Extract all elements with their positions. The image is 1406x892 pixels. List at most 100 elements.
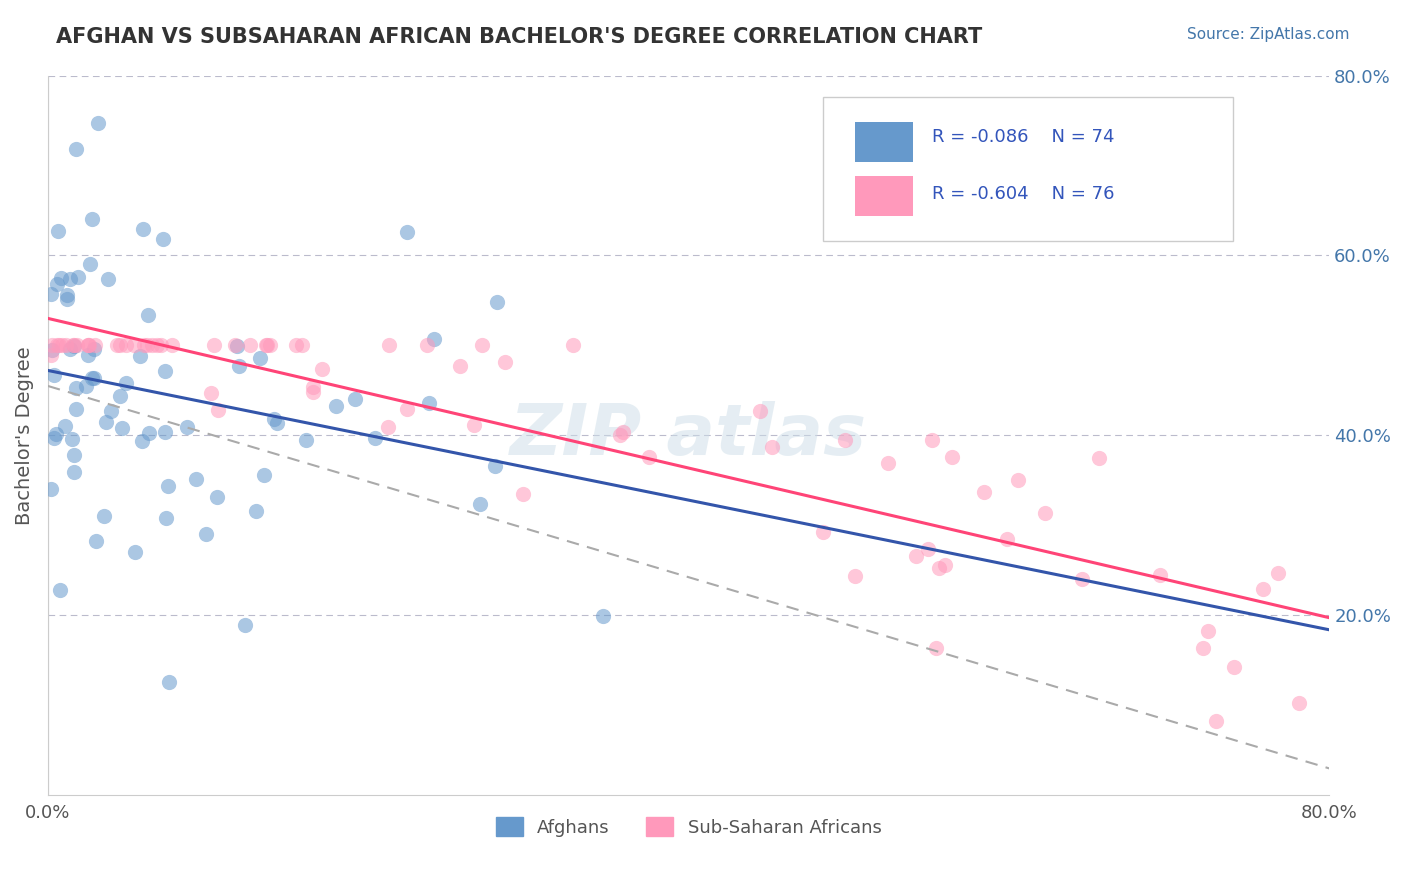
Afghans [65, 142, 87, 156]
Sub-Saharan Africans [149, 338, 172, 352]
Sub-Saharan Africans [934, 558, 956, 573]
Afghans [63, 448, 86, 462]
Afghans [155, 511, 177, 525]
Sub-Saharan Africans [302, 385, 325, 400]
Sub-Saharan Africans [162, 338, 184, 352]
FancyBboxPatch shape [855, 177, 912, 216]
Afghans [253, 467, 276, 482]
Sub-Saharan Africans [76, 338, 98, 352]
Afghans [45, 277, 67, 291]
Sub-Saharan Africans [238, 338, 260, 352]
Afghans [42, 368, 65, 383]
Sub-Saharan Africans [609, 427, 631, 442]
Sub-Saharan Africans [200, 386, 222, 401]
Afghans [96, 415, 118, 429]
Sub-Saharan Africans [941, 450, 963, 464]
Afghans [97, 272, 120, 286]
Afghans [65, 402, 87, 417]
Sub-Saharan Africans [749, 404, 772, 418]
Afghans [79, 257, 101, 271]
Sub-Saharan Africans [105, 338, 128, 352]
Afghans [176, 420, 198, 434]
Sub-Saharan Africans [136, 338, 159, 352]
Afghans [39, 286, 62, 301]
Afghans [153, 425, 176, 439]
Afghans [63, 465, 86, 479]
Sub-Saharan Africans [141, 338, 163, 352]
Sub-Saharan Africans [834, 433, 856, 447]
Afghans [41, 343, 63, 357]
Afghans [484, 459, 506, 474]
Afghans [194, 527, 217, 541]
Sub-Saharan Africans [1007, 473, 1029, 487]
Afghans [82, 371, 104, 385]
Afghans [136, 308, 159, 322]
Afghans [205, 490, 228, 504]
Sub-Saharan Africans [224, 338, 246, 352]
Sub-Saharan Africans [254, 338, 277, 352]
Sub-Saharan Africans [62, 338, 84, 352]
Sub-Saharan Africans [928, 560, 950, 574]
Sub-Saharan Africans [1267, 566, 1289, 580]
Sub-Saharan Africans [259, 338, 281, 352]
Afghans [67, 270, 90, 285]
Afghans [80, 211, 103, 226]
Afghans [49, 271, 72, 285]
Text: R = -0.086    N = 74: R = -0.086 N = 74 [932, 128, 1115, 145]
Sub-Saharan Africans [77, 338, 100, 352]
Afghans [132, 222, 155, 236]
Sub-Saharan Africans [1191, 640, 1213, 655]
Afghans [46, 224, 69, 238]
Sub-Saharan Africans [145, 338, 167, 352]
Afghans [75, 379, 97, 393]
Afghans [87, 116, 110, 130]
Sub-Saharan Africans [377, 420, 399, 434]
Afghans [263, 412, 285, 426]
Sub-Saharan Africans [844, 569, 866, 583]
Sub-Saharan Africans [637, 450, 659, 464]
Sub-Saharan Africans [449, 359, 471, 374]
Sub-Saharan Africans [378, 338, 401, 352]
Afghans [53, 419, 76, 434]
Afghans [65, 381, 87, 395]
Afghans [228, 359, 250, 374]
Sub-Saharan Africans [122, 338, 145, 352]
Afghans [124, 545, 146, 559]
FancyBboxPatch shape [823, 97, 1233, 241]
Afghans [42, 431, 65, 445]
Afghans [56, 288, 79, 302]
Afghans [100, 404, 122, 418]
Afghans [422, 332, 444, 346]
Text: R = -0.604    N = 76: R = -0.604 N = 76 [932, 186, 1115, 203]
Sub-Saharan Africans [1197, 624, 1219, 638]
Afghans [294, 433, 316, 447]
Afghans [110, 389, 132, 403]
Sub-Saharan Africans [41, 338, 63, 352]
Legend: Afghans, Sub-Saharan Africans: Afghans, Sub-Saharan Africans [488, 810, 889, 844]
Afghans [396, 225, 419, 239]
Sub-Saharan Africans [877, 456, 900, 470]
Sub-Saharan Africans [494, 354, 516, 368]
Afghans [138, 426, 160, 441]
Sub-Saharan Africans [63, 338, 86, 352]
Sub-Saharan Africans [612, 425, 634, 439]
Sub-Saharan Africans [904, 549, 927, 563]
Afghans [59, 342, 82, 356]
Sub-Saharan Africans [48, 338, 70, 352]
Afghans [83, 370, 105, 384]
Sub-Saharan Africans [55, 338, 77, 352]
Sub-Saharan Africans [917, 541, 939, 556]
Afghans [93, 508, 115, 523]
Sub-Saharan Africans [925, 641, 948, 656]
Sub-Saharan Africans [995, 532, 1018, 546]
Sub-Saharan Africans [207, 403, 229, 417]
Afghans [77, 348, 100, 362]
Afghans [156, 479, 179, 493]
Sub-Saharan Africans [1223, 660, 1246, 674]
Afghans [468, 496, 491, 510]
Text: Source: ZipAtlas.com: Source: ZipAtlas.com [1187, 27, 1350, 42]
Sub-Saharan Africans [39, 348, 62, 362]
Sub-Saharan Africans [134, 338, 156, 352]
Afghans [184, 472, 207, 486]
Afghans [56, 292, 79, 306]
